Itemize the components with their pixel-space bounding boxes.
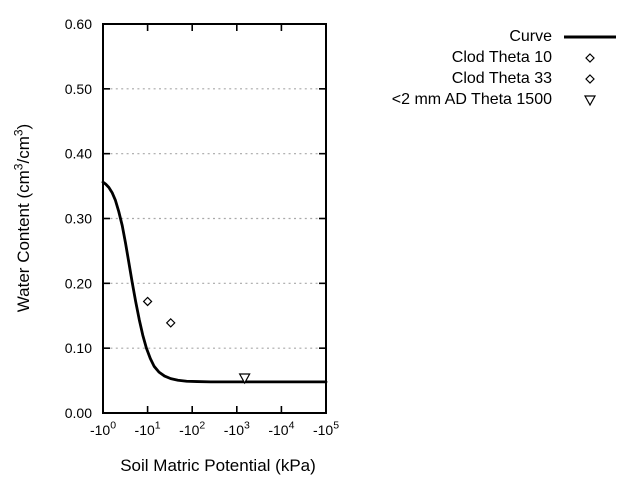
legend-label: Clod Theta 33 — [451, 69, 552, 87]
x-tick-label: -105 — [313, 420, 339, 439]
legend-key-triangle-down-marker — [583, 94, 597, 106]
diamond-marker — [585, 52, 595, 63]
legend-label: Curve — [509, 27, 552, 45]
legend-label: Clod Theta 10 — [451, 48, 552, 66]
y-axis-title-text: /cm — [14, 136, 33, 164]
triangle-down-marker — [583, 94, 597, 106]
y-tick-label: 0.00 — [65, 405, 92, 421]
retention-curve — [101, 180, 328, 384]
legend-key-line-sample — [564, 35, 616, 38]
legend-item-clod-theta-33: Clod Theta 33 — [392, 68, 622, 89]
diamond-marker — [585, 73, 595, 84]
x-tick-label: -100 — [90, 420, 116, 439]
x-tick-label: -101 — [135, 420, 161, 439]
legend-key-diamond-marker — [585, 52, 595, 63]
diamond-marker — [165, 318, 176, 328]
y-axis-title-text: Water Content (cm — [14, 170, 33, 313]
y-tick-label: 0.60 — [65, 16, 92, 32]
x-tick-label: -102 — [179, 420, 205, 439]
y-tick-label: 0.50 — [65, 81, 92, 97]
x-axis-title: Soil Matric Potential (kPa) — [120, 456, 316, 475]
diamond-marker — [142, 296, 153, 307]
legend-item-clod-theta-10: Clod Theta 10 — [392, 47, 622, 68]
triangle-down-marker — [238, 373, 251, 385]
x-tick-label: -103 — [224, 420, 250, 439]
y-axis-title: Water Content (cm3/cm3) — [11, 123, 34, 313]
legend-label: <2 mm AD Theta 1500 — [391, 90, 552, 108]
y-tick-label: 0.40 — [65, 146, 92, 162]
y-axis-title-text: ) — [14, 123, 33, 130]
legend-key-diamond-marker — [585, 73, 595, 84]
y-axis-title-superscript: 3 — [11, 129, 26, 137]
y-tick-label: 0.20 — [65, 275, 92, 291]
y-tick-label: 0.10 — [65, 340, 92, 356]
legend-item-curve: Curve — [392, 26, 622, 47]
y-axis-title-superscript: 3 — [11, 163, 26, 171]
legend-item-ad-theta-1500: <2 mm AD Theta 1500 — [392, 89, 622, 110]
y-tick-label: 0.30 — [65, 211, 92, 227]
legend: Curve Clod Theta 10 Clod Theta 33 <2 mm … — [392, 26, 622, 110]
x-tick-label: -104 — [268, 420, 294, 439]
